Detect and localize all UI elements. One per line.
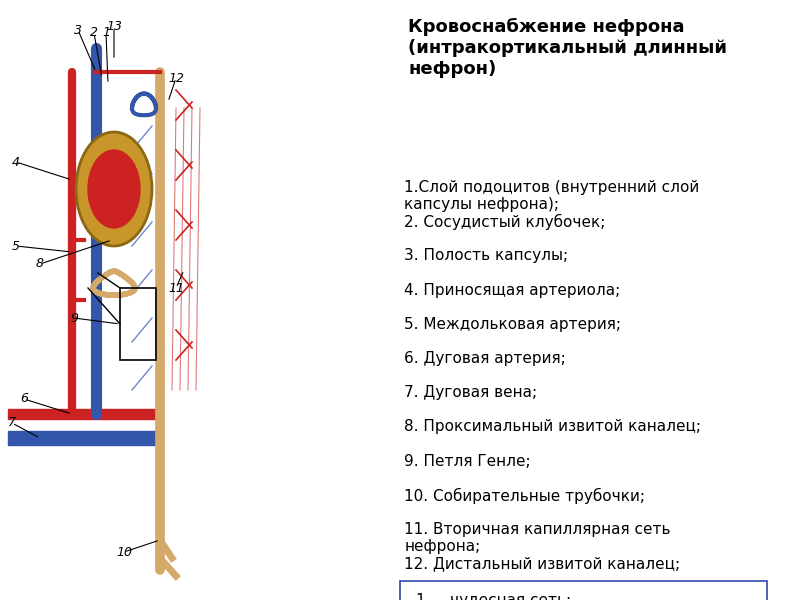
Text: 12. Дистальный извитой каналец;: 12. Дистальный извитой каналец; <box>404 556 680 571</box>
Text: 1.    чудесная сеть;: 1. чудесная сеть; <box>417 593 572 600</box>
Text: 13. Выносящая артериола;: 13. Выносящая артериола; <box>404 590 622 600</box>
Text: 1.Слой подоцитов (внутренний слой
капсулы нефрона);: 1.Слой подоцитов (внутренний слой капсул… <box>404 180 699 212</box>
Text: 6. Дуговая артерия;: 6. Дуговая артерия; <box>404 351 566 366</box>
Text: 9: 9 <box>70 311 78 325</box>
Text: 8: 8 <box>36 257 44 271</box>
Text: 5. Междольковая артерия;: 5. Междольковая артерия; <box>404 317 622 332</box>
Text: 10: 10 <box>116 545 132 559</box>
Text: 12: 12 <box>168 71 184 85</box>
Text: 2. Сосудистый клубочек;: 2. Сосудистый клубочек; <box>404 214 606 230</box>
Text: 6: 6 <box>20 392 28 406</box>
Text: 13: 13 <box>106 20 122 34</box>
Text: 5: 5 <box>12 239 20 253</box>
FancyArrow shape <box>8 431 160 445</box>
Text: 3: 3 <box>74 23 82 37</box>
Text: 10. Собирательные трубочки;: 10. Собирательные трубочки; <box>404 488 646 504</box>
Circle shape <box>76 132 152 246</box>
Text: 7: 7 <box>8 416 16 430</box>
Text: 9. Петля Генле;: 9. Петля Генле; <box>404 454 531 469</box>
Text: 1: 1 <box>102 26 110 40</box>
Text: 4: 4 <box>12 155 20 169</box>
FancyBboxPatch shape <box>400 581 767 600</box>
Text: 2: 2 <box>90 26 98 40</box>
Text: 8. Проксимальный извитой каналец;: 8. Проксимальный извитой каналец; <box>404 419 702 434</box>
Text: 3. Полость капсулы;: 3. Полость капсулы; <box>404 248 568 263</box>
Text: Кровоснабжение нефрона
(интракортикальный длинный
нефрон): Кровоснабжение нефрона (интракортикальны… <box>408 18 727 78</box>
Text: 7. Дуговая вена;: 7. Дуговая вена; <box>404 385 538 400</box>
FancyArrow shape <box>8 409 160 419</box>
Text: 4. Приносящая артериола;: 4. Приносящая артериола; <box>404 283 621 298</box>
Text: 11. Вторичная капиллярная сеть
нефрона;: 11. Вторичная капиллярная сеть нефрона; <box>404 522 670 554</box>
Circle shape <box>88 150 140 228</box>
Text: 11: 11 <box>168 281 184 295</box>
